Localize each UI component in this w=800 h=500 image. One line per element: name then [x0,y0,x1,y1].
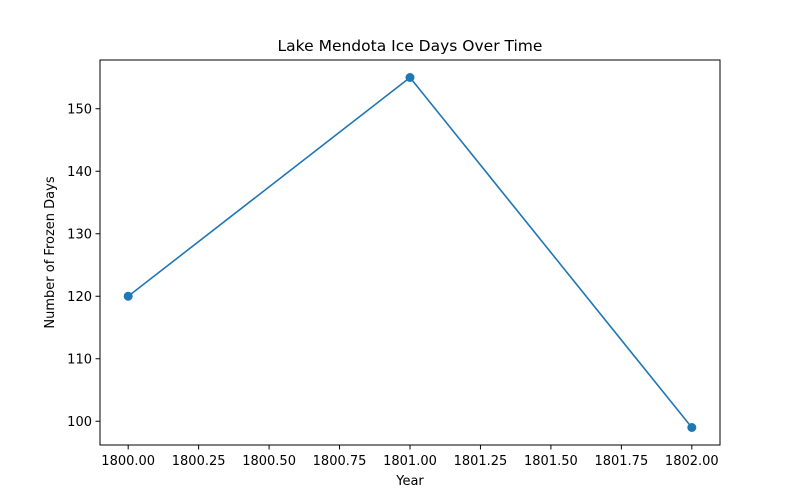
y-tick-label: 140 [67,165,92,180]
x-tick-label: 1800.25 [172,454,226,469]
x-axis-ticks: 1800.00 1800.25 1800.50 1800.75 1801.00 1801.… [101,445,719,469]
y-tick-label: 100 [67,415,92,430]
x-tick-label: 1801.50 [524,454,578,469]
x-axis-label: Year [395,474,424,489]
x-tick-label: 1801.00 [383,454,437,469]
series-layer [123,73,697,432]
y-tick-label: 150 [67,102,92,117]
plot-frame [99,59,721,446]
y-axis-label: Number of Frozen Days [43,176,58,328]
x-tick-label: 1800.50 [242,454,296,469]
chart-title: Lake Mendota Ice Days Over Time [278,37,543,55]
data-point [405,73,415,82]
x-tick-label: 1801.75 [594,454,648,469]
y-tick-label: 120 [67,290,92,305]
data-point [687,423,697,432]
data-point [123,291,133,301]
x-tick-label: 1800.00 [101,454,155,469]
x-tick-label: 1802.00 [665,454,719,469]
x-tick-label: 1800.75 [313,454,367,469]
y-tick-label: 130 [67,227,92,242]
y-axis-ticks: 100 110 120 130 140 150 [67,102,100,430]
x-tick-label: 1801.25 [454,454,508,469]
plot-area [100,60,720,445]
y-tick-label: 110 [67,352,92,367]
